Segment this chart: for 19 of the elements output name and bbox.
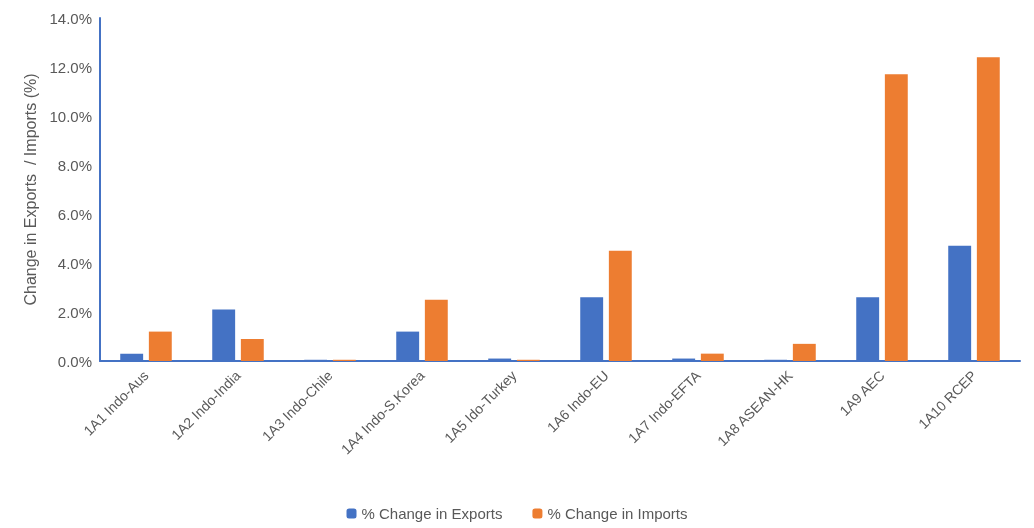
y-tick-label: 12.0% <box>49 58 92 76</box>
y-tick-label: 4.0% <box>57 254 92 272</box>
bar <box>148 331 172 361</box>
bar <box>424 299 448 361</box>
y-tick-label: 10.0% <box>49 107 92 125</box>
bar <box>884 74 908 361</box>
legend-label: % Change in Exports <box>361 505 503 522</box>
y-tick-label: 14.0% <box>49 9 92 27</box>
bar <box>700 353 724 361</box>
y-tick-label: 8.0% <box>57 156 92 174</box>
bar <box>240 338 264 361</box>
legend-label: % Change in Imports <box>547 505 688 522</box>
y-tick-label: 2.0% <box>57 303 92 321</box>
bar <box>608 250 632 361</box>
y-axis-title: Change in Exports / Imports (%) <box>21 73 39 306</box>
y-tick-label: 0.0% <box>57 352 92 370</box>
bar <box>976 57 1000 361</box>
bar <box>792 343 816 361</box>
y-tick-label: 6.0% <box>57 205 92 223</box>
